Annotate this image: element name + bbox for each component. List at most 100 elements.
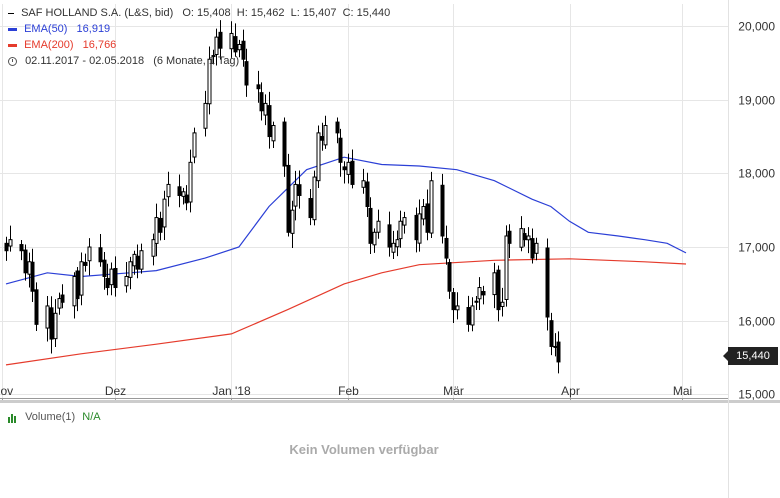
candle-body [184,194,189,204]
candle-body [481,290,486,296]
candle-body [293,183,298,207]
y-tick-label: 16,000 [738,315,775,329]
ema50-legend[interactable]: EMA(50) 16,919 [8,22,110,36]
candle-body [263,102,268,116]
dash-icon [8,12,14,14]
candle-body [350,160,355,185]
candle-body [549,320,554,347]
candle-body [30,261,35,292]
ema50-label: EMA(50) [24,23,68,35]
candle-body [297,184,302,196]
volume-label: Volume(1) [25,411,76,423]
candle-body [188,161,193,203]
candle-body [455,305,460,311]
candle-body [229,32,234,50]
volume-legend[interactable]: Volume(1) N/A [8,411,101,424]
candle-body [128,261,133,278]
candle-body [75,270,80,300]
candle-body [376,220,381,233]
y-axis: 20,000 19,000 18,000 17,000 16,000 15,000 [738,20,775,402]
ema200-swatch-icon [8,43,17,47]
period-legend: 02.11.2017 - 02.05.2018 (6 Monate, 1 Tag… [8,54,239,68]
y-tick-label: 20,000 [738,20,775,34]
candle-body [154,217,159,244]
candle-body [124,275,129,287]
candle-body [470,305,475,326]
ema200-label: EMA(200) [24,39,74,51]
candle-body [308,198,313,219]
ema200-legend[interactable]: EMA(200) 16,766 [8,38,116,52]
candle-body [312,176,317,221]
candle-body [466,307,471,325]
candle-body [395,239,400,248]
candle-body [323,125,328,146]
candle-body [256,84,261,90]
x-tick-label: Nov [0,384,13,398]
candle-body [387,224,392,248]
candle-body [372,231,377,246]
candle-body [474,300,479,303]
no-volume-message: Kein Volumen verfügbar [289,442,439,457]
candle-body [530,238,535,259]
x-axis: Nov Dez Jan '18 Feb Mär Apr Mai [0,384,728,403]
candle-body [45,305,50,329]
ohlc-values: O: 15,408 H: 15,462 L: 15,407 C: 15,440 [182,7,391,19]
ema50-swatch-icon [8,27,17,31]
candle-body [166,183,171,198]
candle-body [286,164,291,233]
candle-body [496,269,501,311]
candle-body [8,239,13,247]
candle-body [522,233,527,241]
candle-body [316,132,321,182]
candle-body [49,307,54,340]
y-tick-label: 19,000 [738,94,775,108]
candle-body [207,58,212,105]
candle-body [545,247,550,318]
candle-body [259,92,264,112]
candle-body [335,121,340,134]
candle-body [402,217,407,226]
ema50-value: 16,919 [76,23,111,35]
candle-body [267,105,272,138]
candle-body [398,220,403,240]
candle-body [23,249,28,274]
y-tick-label: 15,000 [738,388,775,402]
volume-bars-icon [8,411,17,424]
candle-body [105,277,110,289]
candle-body [19,244,24,252]
candle-body [417,213,422,244]
candle-body [421,206,426,220]
x-tick-label: Apr [561,384,580,398]
y-tick-label: 17,000 [738,241,775,255]
candle-body [87,246,92,262]
candle-body [113,268,118,289]
x-tick-label: Jan '18 [212,384,251,398]
candle-body [504,235,509,300]
candle-body [507,230,512,244]
candle-body [244,61,249,86]
candle-body [57,298,62,309]
candle-body [218,31,223,49]
candle-body [342,166,347,171]
x-tick-label: Mai [673,384,692,398]
candle-body [444,237,449,259]
candle-body [492,272,497,296]
candle-body [271,125,276,142]
volume-value: N/A [82,411,101,423]
candle-body [290,209,295,234]
candle-body [181,191,186,197]
candle-body [192,132,197,158]
candle-body [425,203,430,233]
candlestick-series [4,20,561,374]
candle-body [60,294,65,303]
candle-body [203,102,208,129]
candle-body [451,292,456,311]
candle-body [477,287,482,300]
candle-body [151,239,156,257]
ema200-line-layer [5,258,687,366]
ema50-line [5,156,687,285]
candle-body [556,341,561,363]
candle-body [440,184,445,237]
period-detail: (6 Monate, 1 Tag) [153,55,240,67]
